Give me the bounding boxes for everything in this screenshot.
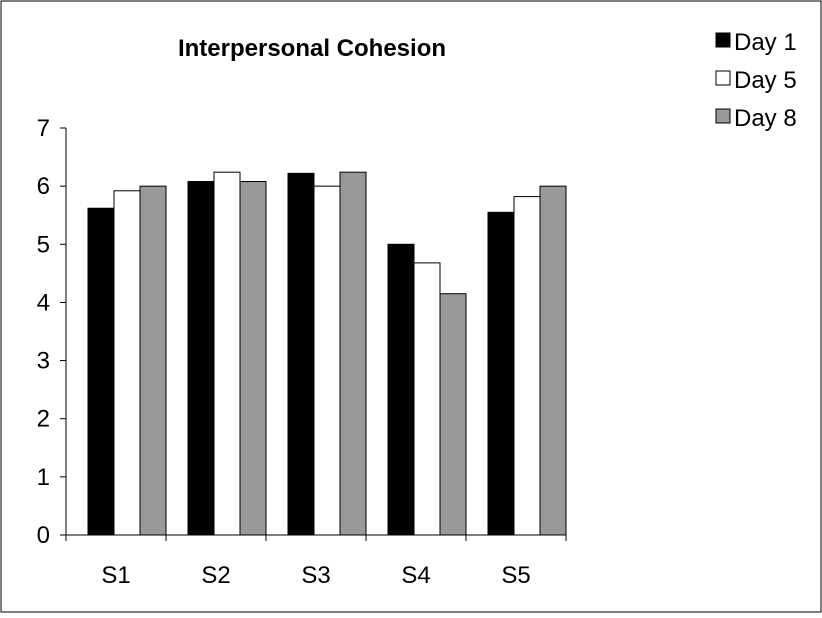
x-tick-label: S1 bbox=[101, 562, 130, 589]
bar-s2-day-8 bbox=[239, 180, 267, 536]
x-tick-label: S2 bbox=[201, 562, 230, 589]
legend-swatch-day-1 bbox=[715, 32, 731, 48]
x-tick-label: S4 bbox=[401, 562, 430, 589]
y-tick-label: 5 bbox=[37, 231, 50, 258]
legend-label-day-8: Day 8 bbox=[734, 105, 797, 132]
bar-s1-day-8 bbox=[139, 185, 167, 536]
y-tick-label: 3 bbox=[37, 348, 50, 375]
chart-title: Interpersonal Cohesion bbox=[178, 35, 446, 62]
y-tick-label: 1 bbox=[37, 464, 50, 491]
legend: Day 1 Day 5 Day 8 bbox=[715, 29, 797, 132]
y-tick-label: 4 bbox=[37, 289, 50, 316]
bar-s4-day-5 bbox=[413, 262, 441, 536]
legend-label-day-5: Day 5 bbox=[734, 67, 797, 94]
bar-s3-day-5 bbox=[313, 185, 341, 536]
bar-s4-day-1 bbox=[387, 243, 415, 536]
y-tick-label: 6 bbox=[37, 173, 50, 200]
y-tick-label: 2 bbox=[37, 406, 50, 433]
legend-swatch-day-5 bbox=[715, 70, 731, 86]
bar-s5-day-8 bbox=[539, 185, 567, 536]
x-tick-label: S5 bbox=[501, 562, 530, 589]
bar-s3-day-8 bbox=[339, 171, 367, 536]
y-tick-label: 0 bbox=[37, 522, 50, 549]
y-axis: 0 1 2 3 4 5 6 7 bbox=[37, 115, 67, 549]
legend-label-day-1: Day 1 bbox=[734, 29, 797, 56]
bar-s2-day-1 bbox=[187, 180, 215, 536]
bar-s1-day-5 bbox=[113, 190, 141, 536]
bar-s5-day-5 bbox=[513, 196, 541, 536]
bar-s4-day-8 bbox=[439, 293, 467, 536]
legend-swatch-day-8 bbox=[715, 108, 731, 124]
bar-s2-day-5 bbox=[213, 171, 241, 536]
bar-s1-day-1 bbox=[87, 207, 115, 536]
bar-s5-day-1 bbox=[487, 211, 515, 536]
y-tick-label: 7 bbox=[37, 115, 50, 142]
x-axis: S1 S2 S3 S4 S5 bbox=[65, 534, 567, 589]
bar-s3-day-1 bbox=[287, 172, 315, 536]
x-tick-label: S3 bbox=[301, 562, 330, 589]
bars-layer bbox=[87, 171, 567, 536]
